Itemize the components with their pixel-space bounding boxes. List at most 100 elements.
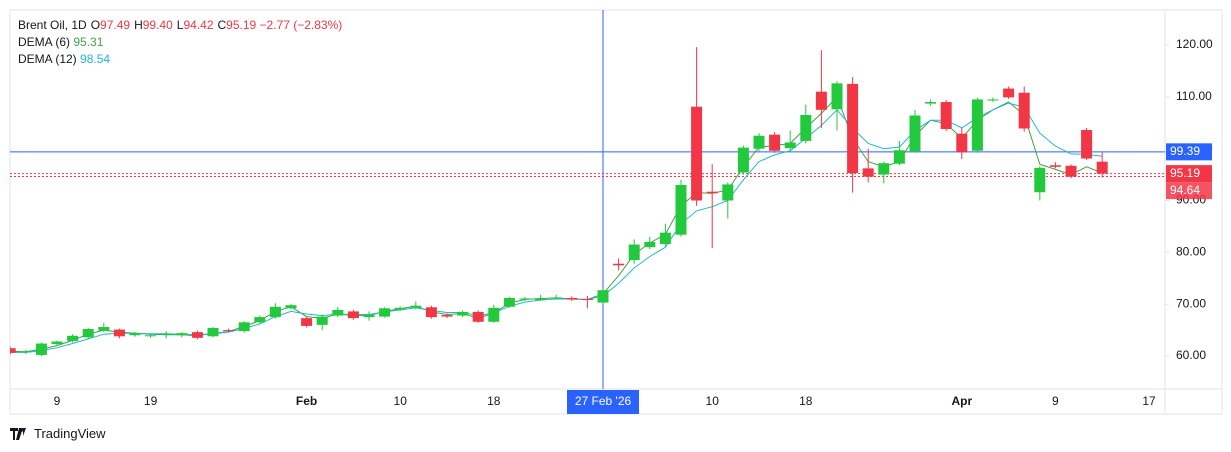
candle-body	[1018, 92, 1030, 129]
indicator-line	[10, 95, 1103, 353]
candle-body	[223, 330, 235, 332]
candle-body	[675, 184, 687, 235]
candle-body	[51, 341, 63, 345]
ohlc-letter: C	[217, 18, 227, 32]
plot-area	[10, 10, 1165, 389]
candle-body	[98, 326, 110, 331]
candle-body	[831, 83, 843, 110]
ohlc-value: 99.40	[142, 18, 173, 32]
x-tick-label: Apr	[951, 394, 972, 408]
candle-body	[722, 184, 734, 201]
candle-body	[1081, 130, 1093, 159]
candle-body	[20, 351, 32, 353]
x-tick-label: 10	[706, 394, 720, 408]
candle-body	[347, 311, 359, 319]
candle-body	[191, 332, 203, 338]
candle-body	[987, 99, 999, 101]
candle-body	[285, 305, 297, 309]
candle-body	[862, 168, 874, 177]
ohlc-letter: H	[134, 18, 143, 32]
price-box	[1166, 182, 1212, 200]
candle-body	[441, 315, 453, 317]
chart: 60.0070.0080.0090.00100.00110.00120.0091…	[9, 9, 1223, 415]
indicator-name: DEMA (6)	[18, 35, 71, 49]
candle-body	[129, 333, 141, 336]
y-tick-label: 80.00	[1176, 245, 1206, 259]
candle-body	[363, 315, 375, 318]
x-tick-label: 9	[1052, 394, 1059, 408]
x-tick-label: 9	[54, 394, 61, 408]
candle-body	[550, 297, 562, 299]
candle-body	[925, 102, 937, 104]
candle-body	[940, 102, 952, 129]
crosshair-y-label: 99.39	[1170, 144, 1200, 158]
candle-body	[737, 147, 749, 173]
candle-body	[10, 348, 16, 353]
candle-body	[488, 307, 500, 322]
candle-body	[893, 150, 905, 164]
y-tick-label: 120.00	[1176, 37, 1213, 51]
symbol: Brent Oil, 1D	[18, 18, 87, 32]
candle-body	[113, 329, 125, 337]
price-label: 94.64	[1170, 183, 1200, 197]
crosshair-x-label: 27 Feb '26	[575, 394, 632, 408]
candle-body	[971, 99, 983, 151]
indicator-row: DEMA (6) 95.31	[18, 34, 342, 51]
candle-body	[956, 133, 968, 153]
indicator-value: 98.54	[80, 52, 111, 66]
ohlc-row: Brent Oil, 1D O97.49 H99.40 L94.42 C95.19 −2…	[18, 17, 342, 34]
y-tick-label: 70.00	[1176, 296, 1206, 310]
ohlc-value: 95.19	[226, 18, 257, 32]
candle-body	[82, 329, 94, 338]
x-tick-label: Feb	[296, 394, 317, 408]
change: −2.77 (−2.83%)	[259, 18, 343, 32]
candle-body	[1096, 161, 1108, 174]
candle-body	[769, 134, 781, 151]
candle-body	[800, 114, 812, 141]
candle-body	[254, 317, 266, 323]
candle-body	[207, 328, 219, 337]
candle-body	[238, 322, 250, 332]
candle-body	[35, 343, 47, 355]
candle-body	[1049, 165, 1061, 167]
x-tick-label: 10	[394, 394, 408, 408]
logo	[10, 427, 26, 440]
candle-body	[176, 333, 188, 336]
candle-body	[581, 298, 593, 301]
price-box	[1166, 165, 1212, 183]
price-label: 95.19	[1170, 166, 1200, 180]
candle-body	[628, 244, 640, 261]
candle-body	[301, 318, 313, 326]
x-tick-label: 18	[799, 394, 813, 408]
candle-body	[160, 333, 172, 335]
brand: TradingView	[34, 426, 106, 441]
candle-body	[394, 307, 406, 310]
candle-body	[472, 311, 484, 322]
candle-body	[706, 191, 718, 194]
frame	[9, 9, 1223, 415]
indicator-value: 95.31	[73, 35, 104, 49]
candle-body	[332, 309, 344, 316]
candle-body	[659, 232, 671, 245]
candle-body	[597, 290, 609, 303]
crosshair-x-box	[567, 390, 639, 414]
candle-body	[878, 163, 890, 175]
candle-body	[691, 106, 703, 201]
candle-body	[1065, 165, 1077, 177]
candle-body	[644, 241, 656, 248]
indicator-line	[10, 102, 1103, 353]
ohlc-letter: L	[176, 18, 184, 32]
x-tick-label: 17	[1142, 394, 1156, 408]
footer: TradingView	[10, 426, 106, 441]
candle-body	[410, 305, 422, 308]
candle-body	[753, 135, 765, 149]
candle-body	[566, 297, 578, 300]
candle-body	[1034, 167, 1046, 193]
candle-body	[1003, 88, 1015, 98]
legend: Brent Oil, 1D O97.49 H99.40 L94.42 C95.19 −2…	[18, 17, 342, 68]
candle-body	[457, 311, 469, 316]
y-tick-label: 110.00	[1176, 89, 1212, 103]
candle-body	[784, 142, 796, 149]
candle-body	[535, 298, 547, 300]
